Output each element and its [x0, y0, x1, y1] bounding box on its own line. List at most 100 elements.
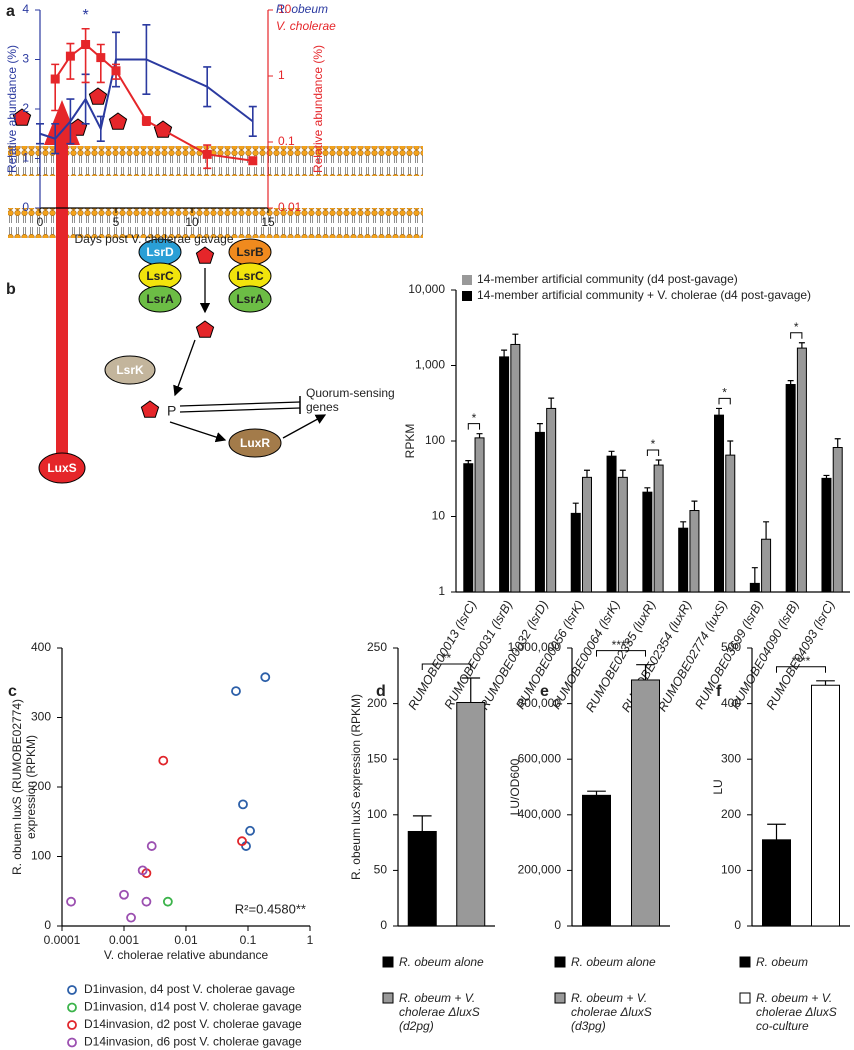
- autoinducer: [140, 400, 160, 418]
- bar: [617, 476, 628, 593]
- bar: [499, 356, 510, 593]
- bar: [570, 512, 581, 593]
- error-bar: [727, 440, 734, 456]
- y-tick-label: 400,000: [518, 807, 562, 821]
- protein: [228, 428, 282, 458]
- x-tick-label: 0: [37, 215, 44, 229]
- point: [119, 889, 129, 900]
- bar: [796, 347, 807, 593]
- autoinducer: [88, 87, 108, 105]
- marker: [248, 156, 258, 166]
- x-tick-label: RUMOBE00056 (lsrK): [513, 598, 587, 711]
- y-tick-label: 4: [22, 2, 29, 16]
- legend-label: 14-member artificial community + V. chol…: [477, 288, 811, 302]
- y-tick-label: 1,000,000: [508, 640, 562, 654]
- y-tick-label: 3: [22, 52, 29, 66]
- marker: [141, 116, 151, 126]
- point: [158, 755, 169, 766]
- x-tick-label: 1: [307, 933, 314, 947]
- legend-swatch: [554, 992, 566, 1004]
- bar: [689, 510, 700, 593]
- bar: [474, 437, 485, 593]
- error-bar: [476, 433, 483, 438]
- x-tick-label: 10: [185, 215, 199, 229]
- marker: [96, 53, 106, 63]
- error-bar: [787, 380, 794, 385]
- x-axis-label: Days post V. cholerae gavage: [75, 232, 234, 246]
- y-tick-label: 10: [278, 2, 292, 16]
- legend-swatch: [462, 291, 472, 301]
- significance-bracket: [467, 423, 481, 430]
- significance-label: **: [442, 651, 452, 665]
- error-bar: [548, 397, 555, 409]
- legend-label: V. cholerae: [276, 19, 336, 33]
- error-bar: [536, 423, 543, 433]
- y-tick-label: 400: [721, 696, 741, 710]
- y-tick-label: 250: [367, 640, 387, 654]
- significance-bracket: [776, 666, 826, 673]
- x-axis-label: V. cholerae relative abundance: [104, 948, 269, 962]
- bar: [463, 463, 474, 593]
- bar: [761, 538, 772, 593]
- y-tick-label: 2: [22, 101, 29, 115]
- legend-label: R. obeum alone: [571, 955, 656, 969]
- error-bar: [51, 123, 60, 155]
- error-bar: [716, 407, 723, 416]
- legend-label: R. obeum + V. cholerae ΔluxS (d3pg): [571, 991, 652, 1033]
- error-bar: [36, 123, 44, 145]
- annotation: *: [82, 7, 88, 24]
- y-tick-label: 100: [367, 807, 387, 821]
- bar: [631, 679, 660, 927]
- x-tick-label: 0.1: [240, 933, 257, 947]
- y-tick-label: 200: [721, 807, 741, 821]
- error-bar: [655, 459, 662, 466]
- protein-label: LsrD: [146, 245, 174, 259]
- y-tick-label: 0: [380, 918, 387, 932]
- point: [146, 841, 157, 851]
- error-bar: [583, 469, 590, 478]
- error-bar: [751, 567, 758, 584]
- y-tick-label: 200: [31, 779, 51, 793]
- marker: [50, 74, 60, 84]
- legend-swatch: [554, 956, 566, 968]
- bar: [581, 476, 592, 593]
- y-tick-label: 100: [721, 863, 741, 877]
- significance-label: *: [472, 411, 477, 425]
- bar: [811, 684, 840, 927]
- protein-label: LsrC: [236, 269, 264, 283]
- point: [238, 799, 248, 810]
- error-bar: [248, 105, 257, 138]
- bar: [749, 582, 760, 593]
- y-tick-label: 10,000: [408, 282, 445, 296]
- point: [126, 912, 136, 923]
- significance-bracket: [646, 449, 660, 457]
- legend-swatch: [382, 992, 394, 1004]
- point: [260, 672, 271, 683]
- arrow: [169, 421, 227, 443]
- error-bar: [763, 521, 770, 540]
- x-tick-label: 0.0001: [44, 933, 81, 947]
- legend-marker: [67, 985, 77, 995]
- error-bar: [798, 342, 805, 349]
- significance-bracket: [421, 663, 472, 671]
- bar: [606, 455, 617, 593]
- legend-label: R. obeum alone: [399, 955, 484, 969]
- bar: [642, 491, 653, 593]
- repression-line: [179, 401, 301, 407]
- x-tick-label: RUMOBE03699 (lsrB): [692, 598, 766, 711]
- panel-label: f: [716, 683, 722, 700]
- error-bar: [816, 680, 835, 686]
- error-bar: [81, 27, 90, 84]
- significance-label: ****: [792, 654, 811, 668]
- annotation: R²=0.4580**: [235, 901, 306, 916]
- marker: [111, 66, 121, 76]
- error-bar: [587, 790, 606, 796]
- genes-label: Quorum-sensing genes: [306, 386, 395, 414]
- diagram: LuxS LsrD LsrC LsrA LsrB LsrC LsrA LsrK …: [8, 87, 423, 484]
- bar: [832, 447, 843, 593]
- bar: [762, 839, 791, 927]
- protein: [228, 285, 272, 313]
- point: [141, 896, 152, 907]
- error-bar: [644, 487, 651, 493]
- significance-label: *: [651, 437, 656, 451]
